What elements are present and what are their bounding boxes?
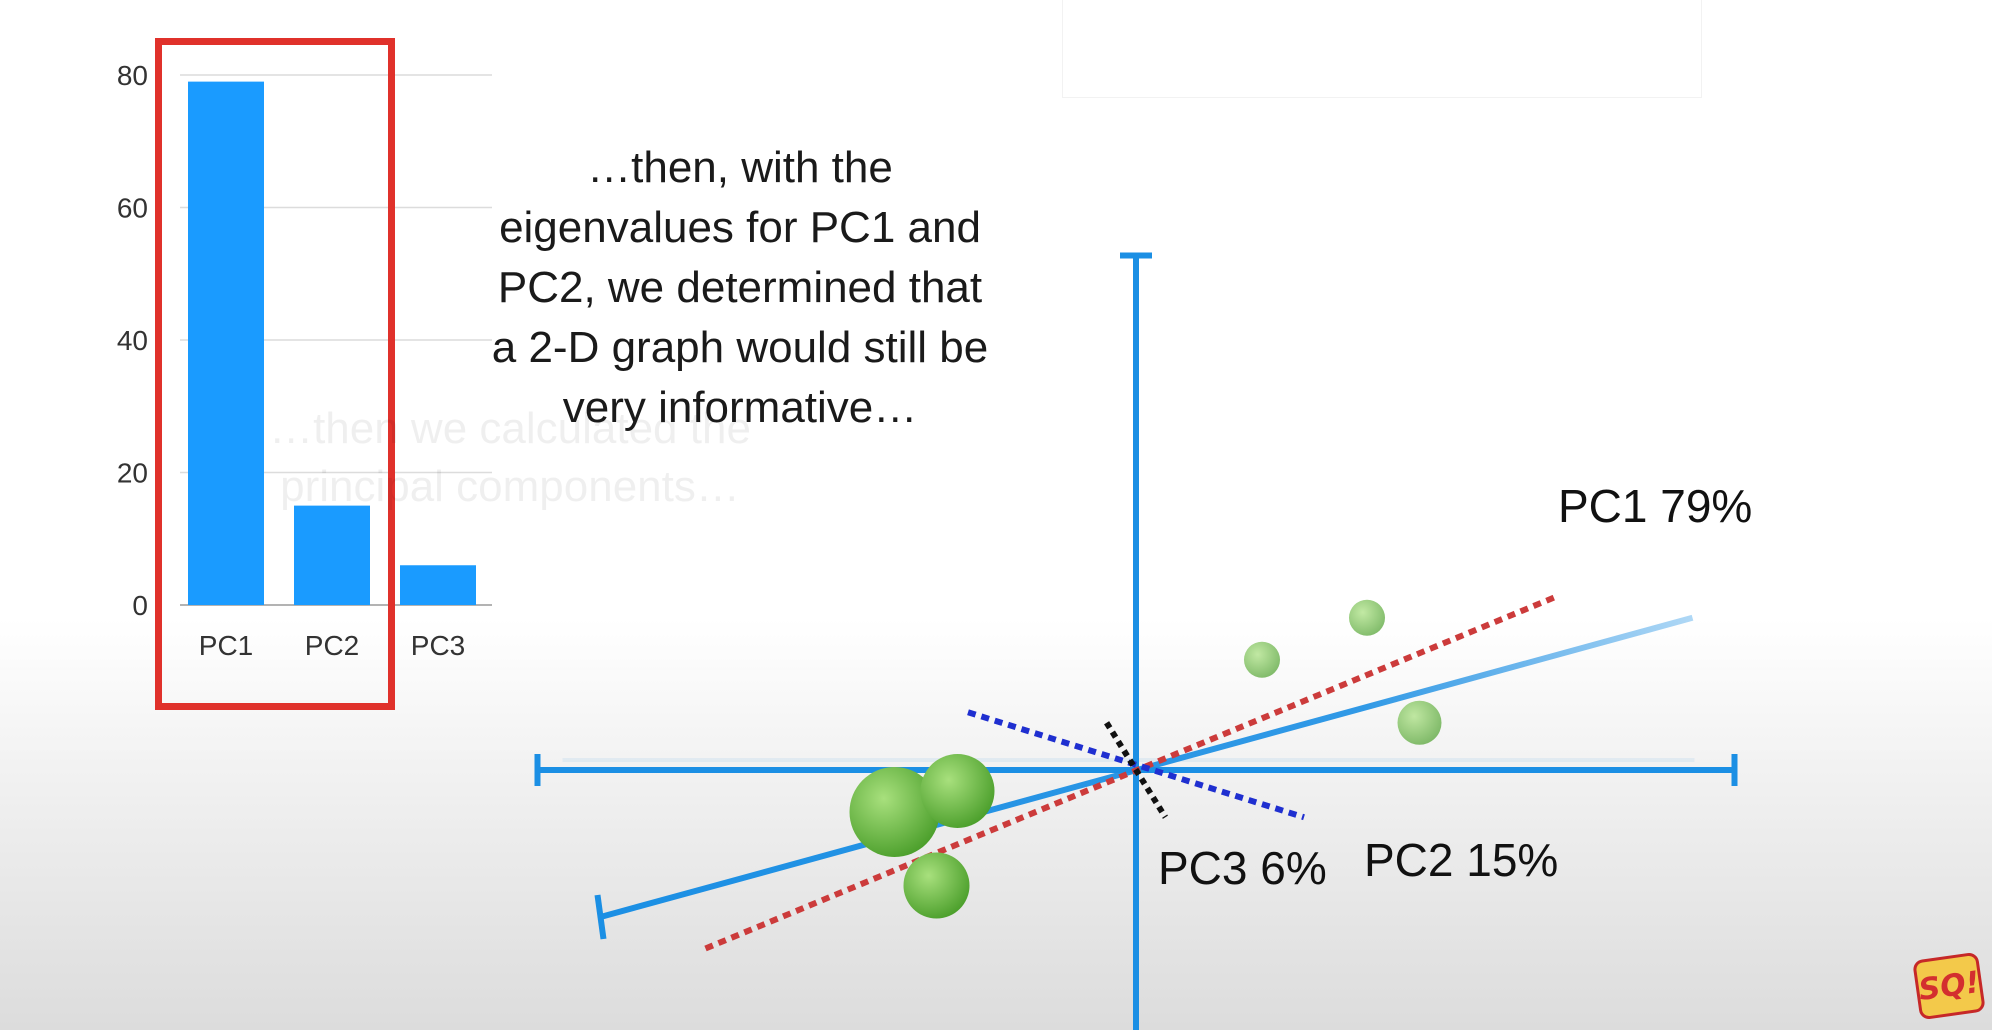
x-tick-label: PC3 [411,630,465,661]
component-label: PC3 6% [1158,842,1327,894]
data-point [1349,599,1385,636]
y-tick-label: 40 [117,325,148,356]
logo-text: SQ! [1916,964,1982,1008]
caption: …then, with the eigenvalues for PC1 and … [420,138,1060,438]
x-tick-label: PC1 [199,630,253,661]
pc2-line [967,709,1305,821]
bar [294,505,370,605]
statquest-logo: SQ! [1912,951,1986,1021]
faded-caption-line: …then we calculated the [269,404,751,453]
faded-box [1062,0,1702,98]
caption-line: very informative… [562,383,918,432]
data-point [920,754,995,828]
faded-caption-line: principal components… [280,462,740,511]
component-label: PC1 79% [1558,480,1752,532]
data-point [1397,700,1442,745]
data-point [903,852,970,919]
y-tick-label: 60 [117,193,148,224]
caption-line: a 2-D graph would still be [491,323,989,372]
rotated-axis-end-cap [594,894,607,940]
faded-caption: …then we calculated the principal compon… [210,400,810,516]
caption-line: eigenvalues for PC1 and [499,203,981,252]
x-tick-label: PC2 [305,630,359,661]
caption-line: …then, with the [587,143,893,192]
caption-line: PC2, we determined that [497,263,983,312]
pc3-line [1104,721,1168,819]
component-label: PC2 15% [1364,834,1558,886]
data-point [849,767,940,857]
bar [188,81,264,605]
y-tick-label: 20 [117,458,148,489]
y-tick-label: 80 [117,60,148,91]
highlight-frame [155,38,395,710]
eigenvalue-bar-chart: 0 20 40 60 80 PC1 PC2 PC3 [117,60,492,661]
y-tick-label: 0 [132,590,148,621]
data-point [1244,641,1280,678]
bar [400,565,476,605]
